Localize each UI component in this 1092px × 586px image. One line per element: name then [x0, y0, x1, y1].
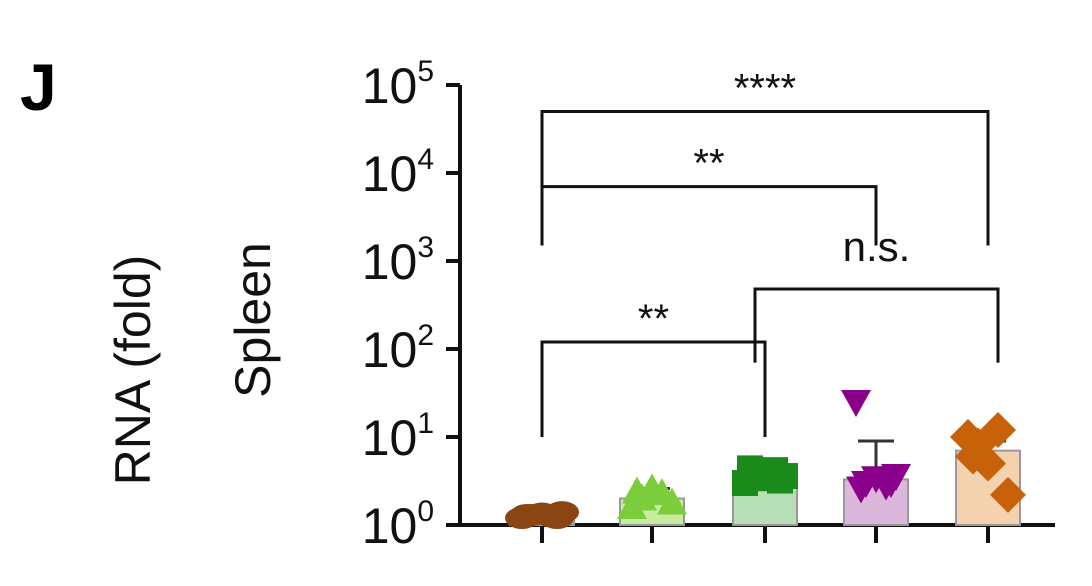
data-point-triangle-up [622, 476, 652, 504]
y-tick-base: 10 [362, 234, 418, 290]
y-tick-label: 101 [362, 407, 434, 466]
significance-label: **** [734, 66, 796, 110]
y-tick-base: 10 [362, 322, 418, 378]
y-tick-label: 103 [362, 231, 434, 290]
y-tick-base: 10 [362, 498, 418, 554]
data-point-triangle-down [841, 389, 871, 417]
significance-bracket [753, 287, 1000, 363]
y-tick-base: 10 [362, 58, 418, 114]
y-tick-base: 10 [362, 146, 418, 202]
y-tick-exponent: 2 [417, 319, 434, 352]
y-tick-exponent: 1 [417, 407, 434, 440]
y-tick-label: 104 [362, 143, 434, 202]
y-tick-exponent: 3 [417, 231, 434, 264]
y-tick-exponent: 0 [417, 495, 434, 528]
y-axis-label-inner: Spleen [225, 242, 281, 398]
points-layer [505, 389, 1026, 530]
y-tick-base: 10 [362, 410, 418, 466]
data-point-square [737, 455, 763, 482]
data-point-square [767, 467, 793, 494]
significance-bracket [540, 185, 878, 246]
y-tick-label: 100 [362, 495, 434, 554]
y-tick-exponent: 4 [417, 143, 434, 176]
data-point-triangle-up [657, 487, 687, 515]
data-point-diamond [980, 412, 1016, 449]
significance-label: ** [638, 297, 669, 341]
significance-bracket [540, 340, 767, 437]
panel-label: J [20, 50, 57, 124]
y-axis-label-outer: RNA (fold) [105, 255, 161, 486]
significance-layer: ********n.s. [540, 66, 1000, 437]
data-point-diamond [990, 476, 1026, 513]
data-point-triangle-down [876, 471, 906, 499]
significance-label: n.s. [843, 223, 911, 270]
data-point-diamond [955, 438, 991, 475]
data-point-circle [540, 507, 574, 530]
y-tick-label: 105 [362, 55, 434, 114]
data-point-triangle-down [846, 476, 876, 504]
y-tick-label: 102 [362, 319, 434, 378]
y-tick-exponent: 5 [417, 55, 434, 88]
significance-bracket [540, 109, 990, 246]
significance-label: ** [693, 142, 724, 186]
data-point-circle [510, 503, 544, 526]
